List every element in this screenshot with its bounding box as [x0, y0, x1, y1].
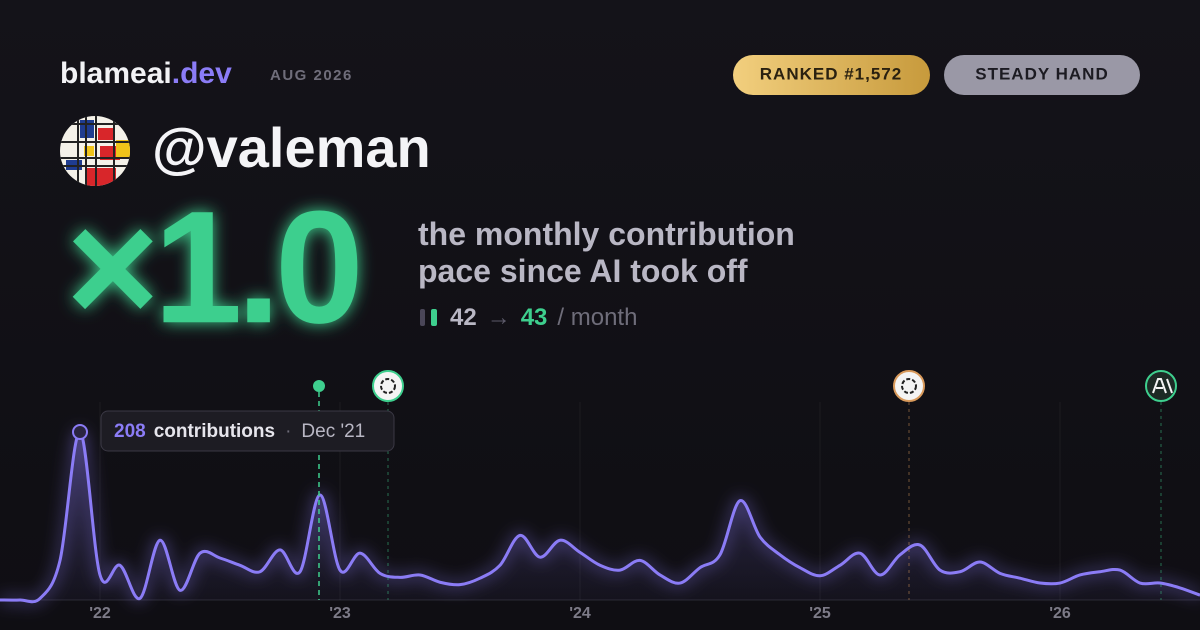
after-bar: [431, 309, 437, 326]
rank-pill: [733, 55, 930, 95]
brand-tld: .dev: [172, 57, 232, 90]
x-tick-label: '25: [809, 605, 831, 622]
badge: STEADY HAND: [975, 64, 1108, 83]
before: 42: [450, 304, 477, 331]
caption-box: the monthly contribution pace since AI t…: [418, 216, 795, 289]
event-icon-glyph: [380, 378, 396, 394]
brand: blameai.dev: [60, 57, 232, 90]
x-tick-label: '23: [329, 605, 351, 622]
event-icon: [372, 370, 404, 402]
tooltip: 208 contributions · Dec '21: [100, 410, 395, 452]
before-bar: [420, 309, 425, 326]
event-dot: [313, 380, 325, 392]
event-icon-glyph: [1152, 378, 1173, 394]
badge-pill: [944, 55, 1140, 95]
tooltip-label: contributions: [154, 421, 275, 442]
tooltip-box: [100, 410, 395, 452]
event-icon-glyph: [901, 378, 917, 394]
handle: @valeman: [152, 116, 431, 179]
caption: the monthly contribution pace since AI t…: [418, 216, 795, 289]
tooltip-sep: ·: [285, 421, 291, 442]
after: 43: [521, 304, 548, 331]
event-icon: [1145, 370, 1177, 402]
avatar: [60, 116, 130, 186]
event-icon: [893, 370, 925, 402]
x-tick-label: '24: [569, 605, 591, 622]
line: [0, 430, 1200, 604]
unit: / month: [557, 304, 637, 331]
tooltip-date: Dec '21: [301, 421, 365, 442]
x-tick-label: '22: [89, 605, 111, 622]
chart: '22 '23 '24 '25 '26: [0, 402, 1200, 622]
multiplier: ×1.0: [66, 177, 358, 356]
area: [0, 431, 1200, 602]
tooltip-text: 208 contributions · Dec '21: [114, 421, 365, 442]
tooltip-value: 208: [114, 421, 146, 442]
pace: 42 → 43 / month: [450, 304, 637, 331]
peak-marker: [72, 424, 88, 440]
events: [313, 370, 1177, 600]
arrow: →: [487, 304, 511, 331]
x-tick-label: '26: [1049, 605, 1071, 622]
brand-name: blameai: [60, 57, 172, 90]
date: AUG 2026: [270, 67, 353, 84]
rank: RANKED #1,572: [760, 64, 902, 83]
